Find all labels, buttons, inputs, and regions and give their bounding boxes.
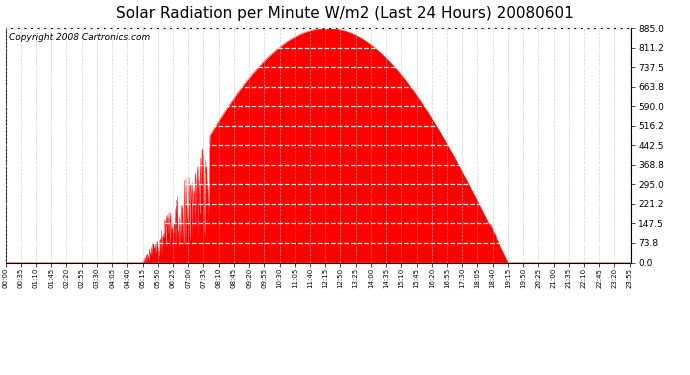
Text: Copyright 2008 Cartronics.com: Copyright 2008 Cartronics.com bbox=[9, 33, 150, 42]
Text: Solar Radiation per Minute W/m2 (Last 24 Hours) 20080601: Solar Radiation per Minute W/m2 (Last 24… bbox=[116, 6, 574, 21]
